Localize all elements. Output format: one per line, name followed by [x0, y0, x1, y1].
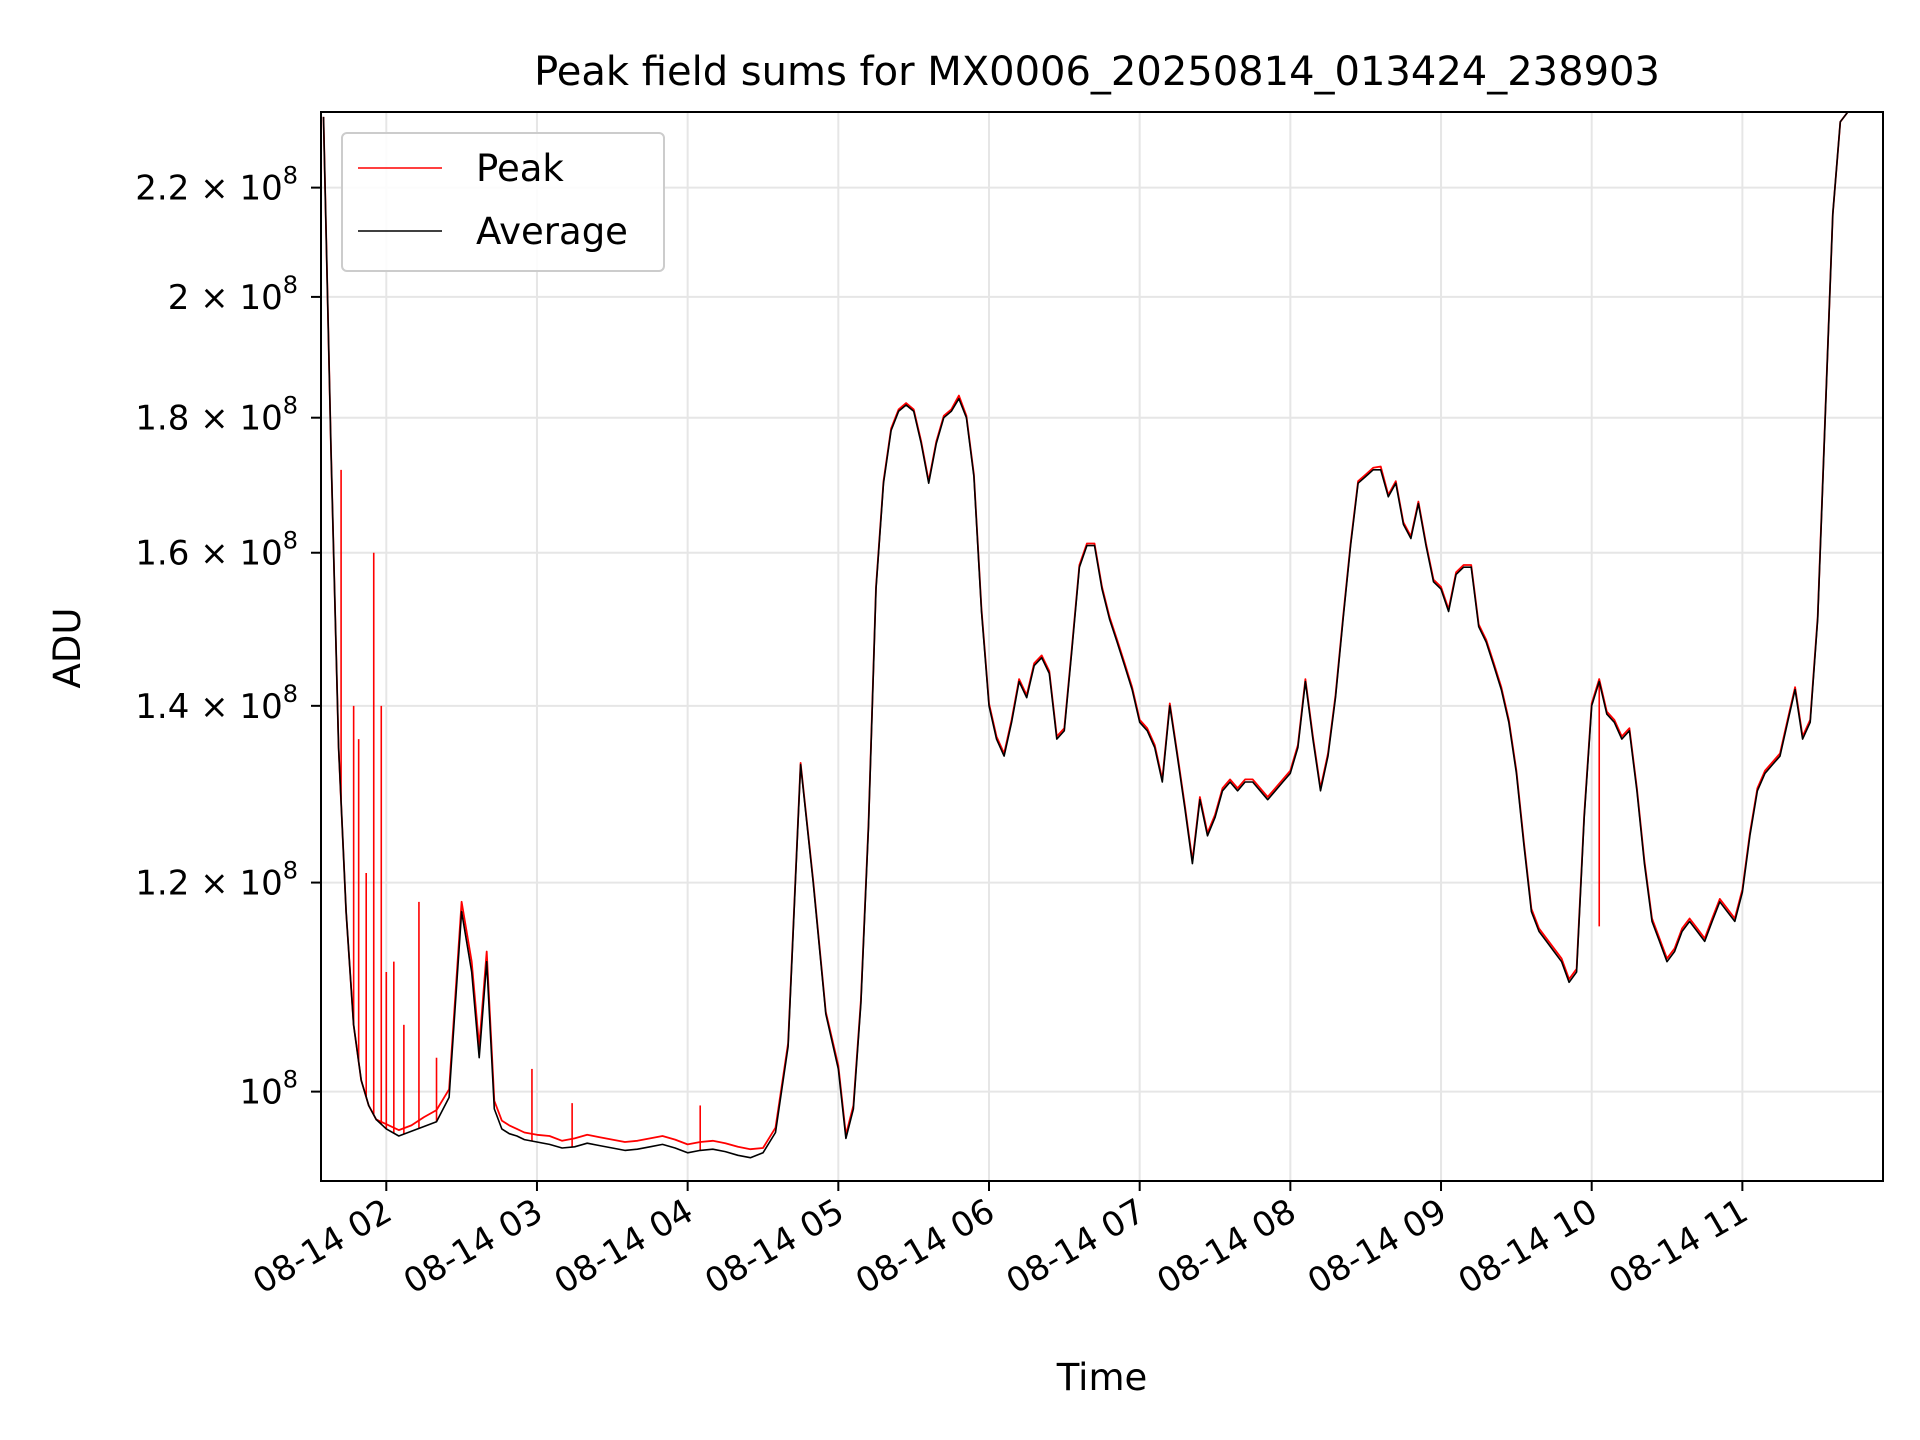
y-tick-mantissa: 1.2 × 10 [135, 864, 282, 904]
y-tick-label: 2 × 108 [168, 271, 298, 318]
y-tick-label: 1.2 × 108 [135, 857, 298, 904]
y-tick-label: 1.8 × 108 [135, 392, 298, 439]
legend-label-peak: Peak [476, 147, 564, 190]
x-axis-label: Time [1056, 1356, 1148, 1399]
grid [321, 112, 1883, 1181]
y-tick-mantissa: 1.8 × 10 [135, 399, 282, 439]
y-tick-label: 108 [239, 1066, 298, 1113]
chart-title: Peak field sums for MX0006_20250814_0134… [534, 49, 1660, 95]
y-tick-exponent: 8 [283, 162, 298, 190]
y-tick-exponent: 8 [283, 857, 298, 885]
y-tick-mantissa: 2.2 × 10 [135, 169, 282, 209]
y-tick-mantissa: 2 × 10 [168, 278, 283, 318]
legend: Peak Average [341, 132, 665, 272]
legend-label-average: Average [476, 210, 628, 253]
y-tick-exponent: 8 [283, 1066, 298, 1094]
y-tick-label: 2.2 × 108 [135, 162, 298, 209]
y-tick-exponent: 8 [283, 271, 298, 299]
series-line-average [322, 111, 1849, 1159]
y-tick-exponent: 8 [283, 527, 298, 555]
y-tick-exponent: 8 [283, 680, 298, 708]
axes-frame [320, 111, 1884, 1182]
plot-area [322, 111, 1849, 1159]
y-tick-mantissa: 1.6 × 10 [135, 534, 282, 574]
y-tick-mantissa: 10 [239, 1073, 282, 1113]
y-tick-label: 1.4 × 108 [135, 680, 298, 727]
y-tick-exponent: 8 [283, 392, 298, 420]
y-tick-mantissa: 1.4 × 10 [135, 687, 282, 727]
y-axis-label: ADU [46, 608, 89, 689]
y-tick-label: 1.6 × 108 [135, 527, 298, 574]
